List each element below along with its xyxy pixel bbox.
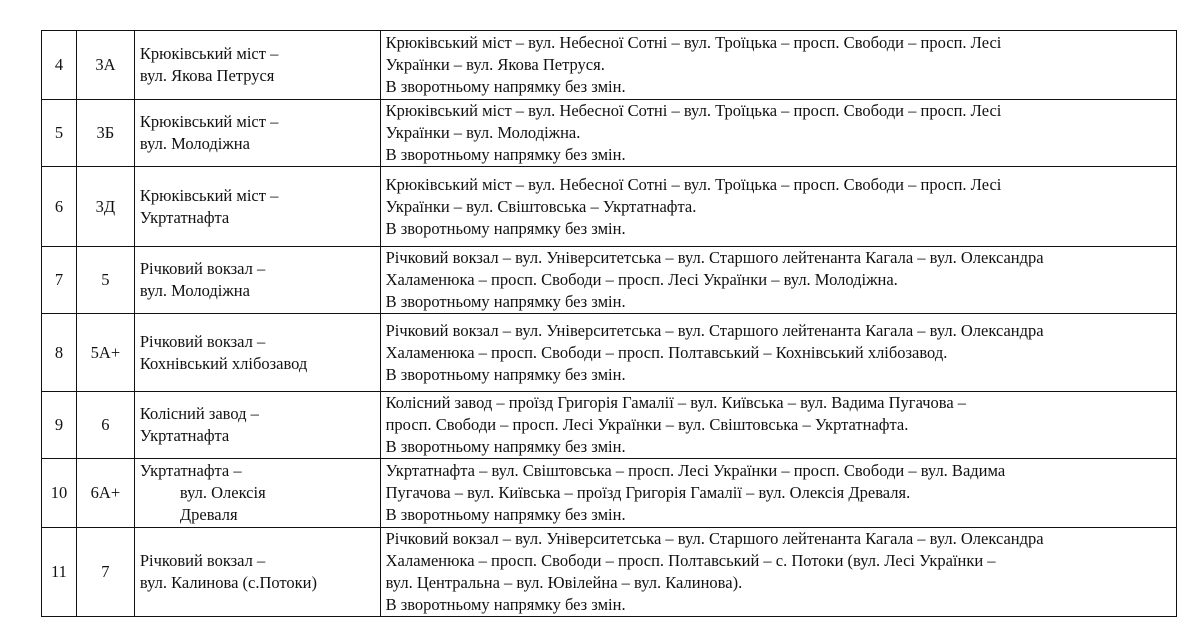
route-number: 3А xyxy=(75,30,135,100)
route-name-line: Колісний завод – xyxy=(139,404,259,423)
route-path-line: Річковий вокзал – вул. Університетська –… xyxy=(385,248,1044,267)
route-name-line: Укртатнафта xyxy=(139,426,230,445)
route-name: Річковий вокзал – Кохнівський хлібозавод xyxy=(133,313,381,392)
route-path-line: вул. Центральна – вул. Ювілейна – вул. К… xyxy=(385,573,743,592)
route-path-line: Українки – вул. Молодіжна. xyxy=(385,123,581,142)
route-name-line: Кохнівський хлібозавод xyxy=(139,353,308,373)
route-name-line: Річковий вокзал – xyxy=(139,259,266,278)
route-path-line: В зворотньому напрямку без змін. xyxy=(385,292,626,311)
route-path-line: Крюківський міст – вул. Небесної Сотні –… xyxy=(385,101,1002,120)
route-name: Крюківський міст – Укртатнафта xyxy=(133,166,381,247)
row-number: 5 xyxy=(41,99,77,167)
route-name-line: Річковий вокзал – xyxy=(139,551,266,570)
route-name: Річковий вокзал – вул. Молодіжна xyxy=(133,246,381,314)
route-name-line: вул. Калинова (с.Потоки) xyxy=(139,573,317,592)
route-path: Колісний завод – проїзд Григорія Гамалії… xyxy=(379,391,1178,459)
route-path: Річковий вокзал – вул. Університетська –… xyxy=(379,313,1178,392)
route-number: 7 xyxy=(75,527,135,617)
row-number: 6 xyxy=(41,166,77,247)
route-name: Колісний завод – Укртатнафта xyxy=(133,391,381,459)
route-name-line: Крюківський міст – xyxy=(139,112,279,131)
route-path-line: Колісний завод – проїзд Григорія Гамалії… xyxy=(385,393,967,412)
route-path-line: Крюківський міст – вул. Небесної Сотні –… xyxy=(385,174,1002,194)
route-path-line: Річковий вокзал – вул. Університетська –… xyxy=(385,529,1044,548)
route-name-line: вул. Молодіжна xyxy=(139,281,250,300)
table-row: 10 6А+ Укртатнафта – вул. Олексія Древаля Укр… xyxy=(41,458,1178,528)
route-path-line: Українки – вул. Свіштовська – Укртатнафт… xyxy=(385,196,697,216)
route-path: Річковий вокзал – вул. Університетська –… xyxy=(379,527,1178,617)
route-name-line: вул. Якова Петруся xyxy=(139,66,275,85)
route-path-line: Халаменюка – просп. Свободи – просп. Пол… xyxy=(385,342,948,362)
table-row: 8 5А+ Річковий вокзал – Кохнівський хлібоза… xyxy=(41,313,1178,392)
route-name-line: вул. Олексія xyxy=(179,483,266,502)
row-number: 10 xyxy=(41,458,77,528)
row-number: 11 xyxy=(41,527,77,617)
route-path-line: В зворотньому напрямку без змін. xyxy=(385,505,626,524)
route-number: 5 xyxy=(75,246,135,314)
route-path-line: В зворотньому напрямку без змін. xyxy=(385,77,626,96)
route-path-line: Халаменюка – просп. Свободи – просп. Лес… xyxy=(385,270,898,289)
table-row: 6 3Д Крюківський міст – Укртатнафта Крюківсь… xyxy=(41,166,1178,247)
row-number: 4 xyxy=(41,30,77,100)
route-path-line: В зворотньому напрямку без змін. xyxy=(385,595,626,614)
routes-table: 4 3А Крюківський міст – вул. Якова Петруся К… xyxy=(41,30,1178,617)
route-path: Крюківський міст – вул. Небесної Сотні –… xyxy=(379,166,1178,247)
row-number: 8 xyxy=(41,313,77,392)
table-row: 9 6 Колісний завод – Укртатнафта Колісний за… xyxy=(41,391,1178,459)
route-name: Крюківський міст – вул. Молодіжна xyxy=(133,99,381,167)
route-name-line: Укртатнафта – xyxy=(139,461,242,480)
route-path-line: В зворотньому напрямку без змін. xyxy=(385,218,626,238)
table-row: 4 3А Крюківський міст – вул. Якова Петруся К… xyxy=(41,30,1178,100)
route-path: Крюківський міст – вул. Небесної Сотні –… xyxy=(379,30,1178,100)
route-path: Укртатнафта – вул. Свіштовська – просп. … xyxy=(379,458,1178,528)
route-name-line: Укртатнафта xyxy=(139,207,230,227)
route-name-line: Річковий вокзал – xyxy=(139,331,266,351)
route-path-line: В зворотньому напрямку без змін. xyxy=(385,437,626,456)
route-number: 6А+ xyxy=(75,458,135,528)
route-number: 6 xyxy=(75,391,135,459)
route-name: Крюківський міст – вул. Якова Петруся xyxy=(133,30,381,100)
route-name-line: Крюківський міст – xyxy=(139,185,279,205)
route-name: Укртатнафта – вул. Олексія Древаля xyxy=(133,458,381,528)
table-row: 11 7 Річковий вокзал – вул. Калинова (с.Пот… xyxy=(41,527,1178,617)
route-number: 3Д xyxy=(75,166,135,247)
table-row: 7 5 Річковий вокзал – вул. Молодіжна Річкови… xyxy=(41,246,1178,314)
route-name-line: вул. Молодіжна xyxy=(139,134,250,153)
route-number: 5А+ xyxy=(75,313,135,392)
route-path-line: Річковий вокзал – вул. Університетська –… xyxy=(385,320,1044,340)
route-name-line: Крюківський міст – xyxy=(139,44,279,63)
route-name: Річковий вокзал – вул. Калинова (с.Потоки… xyxy=(133,527,381,617)
route-path: Крюківський міст – вул. Небесної Сотні –… xyxy=(379,99,1178,167)
row-number: 7 xyxy=(41,246,77,314)
route-path-line: В зворотньому напрямку без змін. xyxy=(385,145,626,164)
row-number: 9 xyxy=(41,391,77,459)
route-path: Річковий вокзал – вул. Університетська –… xyxy=(379,246,1178,314)
route-path-line: Халаменюка – просп. Свободи – просп. Пол… xyxy=(385,551,996,570)
route-path-line: Укртатнафта – вул. Свіштовська – просп. … xyxy=(385,461,1006,480)
route-number: 3Б xyxy=(75,99,135,167)
route-path-line: Українки – вул. Якова Петруся. xyxy=(385,55,605,74)
route-path-line: просп. Свободи – просп. Лесі Українки – … xyxy=(385,415,909,434)
route-path-line: В зворотньому напрямку без змін. xyxy=(385,364,626,384)
route-name-line: Древаля xyxy=(179,505,238,524)
table-row: 5 3Б Крюківський міст – вул. Молодіжна Крюкі… xyxy=(41,99,1178,167)
route-path-line: Крюківський міст – вул. Небесної Сотні –… xyxy=(385,33,1002,52)
route-path-line: Пугачова – вул. Київська – проїзд Григор… xyxy=(385,483,911,502)
